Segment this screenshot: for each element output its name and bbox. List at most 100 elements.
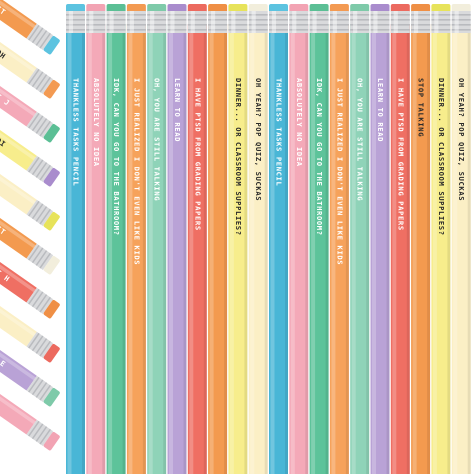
pencil-ferrule xyxy=(26,243,54,270)
tilted-pencil: I J xyxy=(0,59,60,143)
pencil-body xyxy=(0,235,37,303)
pencil-slogan: LEARN TO READ xyxy=(376,78,385,142)
pencil-slogan: DI xyxy=(0,136,8,149)
pencil-ferrule xyxy=(26,111,54,138)
tilted-pencil xyxy=(0,279,60,363)
pencil-ferrule xyxy=(106,11,126,33)
pencil-ferrule xyxy=(289,11,309,33)
pencil-eraser xyxy=(167,4,187,13)
pencil-eraser xyxy=(43,432,60,451)
upright-pencil: DINNER... OR CLASSROOM SUPPLIES? xyxy=(431,4,451,474)
pencil-body xyxy=(0,279,37,347)
pencil-eraser xyxy=(126,4,146,13)
upright-pencil: OH YEAH? POP QUIZ, SUCKAS xyxy=(451,4,471,474)
upright-pencil: OH, YOU ARE STILL TALKING xyxy=(147,4,167,474)
pencil-slogan: THANKLESS TASKS PENCIL xyxy=(275,78,284,186)
pencil-eraser xyxy=(106,4,126,13)
tilted-pencils-group: ST OH I J DI ST I H LE xyxy=(0,0,60,451)
pencil-slogan: I HAVE PTSD FROM GRADING PAPERS xyxy=(396,78,405,231)
upright-pencil: STOP TALKING xyxy=(411,4,431,474)
tilted-pencil: I H xyxy=(0,235,60,319)
pencil-eraser xyxy=(43,300,60,319)
pencil-eraser xyxy=(187,4,207,13)
pencil-ferrule xyxy=(26,375,54,402)
upright-pencil: THANKLESS TASKS PENCIL xyxy=(66,4,85,474)
pencil-eraser xyxy=(43,388,60,407)
pencil-ferrule xyxy=(26,155,54,182)
pencil-eraser xyxy=(43,36,60,55)
pencil-eraser xyxy=(269,4,288,13)
pencil-ferrule xyxy=(350,11,370,33)
pencil-body xyxy=(431,24,451,474)
upright-pencil: I JUST REALIZED I DON'T EVEN LIKE KIDS xyxy=(126,4,146,474)
pencil-body xyxy=(0,0,37,39)
pencil-ferrule xyxy=(248,11,268,33)
pencil-eraser xyxy=(86,4,106,13)
pencil-body xyxy=(0,103,37,171)
pencil-body xyxy=(269,24,288,474)
tilted-pencil: LE xyxy=(0,323,60,407)
pencil-body xyxy=(0,147,37,215)
pencil-slogan: STOP TALKING xyxy=(417,78,426,137)
pencil-slogan: DINNER... OR CLASSROOM SUPPLIES? xyxy=(234,78,243,236)
pencil-body xyxy=(0,323,37,391)
tilted-pencil xyxy=(0,147,60,231)
pencil-body xyxy=(0,191,37,259)
pencil-eraser xyxy=(43,168,60,187)
pencil-slogan: THANKLESS TASKS PENCIL xyxy=(72,78,81,186)
pencil-slogan: ABSOLUTELY NO IDEA xyxy=(295,78,304,167)
pencil-slogan: I J xyxy=(0,92,12,108)
pencil-eraser xyxy=(208,4,228,13)
pencil-slogan: ST xyxy=(0,224,8,237)
pencil-body xyxy=(309,24,329,474)
pencil-slogan: IDK, CAN YOU GO TO THE BATHROOM? xyxy=(315,78,324,236)
upright-pencil: LEARN TO READ xyxy=(370,4,390,474)
pencil-slogan: IDK, CAN YOU GO TO THE BATHROOM? xyxy=(112,78,121,236)
pencil-body xyxy=(0,59,37,127)
pencil-body xyxy=(126,24,146,474)
pencil-eraser xyxy=(248,4,268,13)
pencil-ferrule xyxy=(431,11,451,33)
pencil-eraser xyxy=(43,256,60,275)
pencil-body xyxy=(86,24,106,474)
pencil-body xyxy=(390,24,410,474)
pencil-ferrule xyxy=(26,331,54,358)
pencil-eraser xyxy=(43,80,60,99)
upright-pencil: I HAVE PTSD FROM GRADING PAPERS xyxy=(187,4,207,474)
upright-pencil xyxy=(208,4,228,474)
pencil-ferrule xyxy=(370,11,390,33)
pencil-slogan: I H xyxy=(0,268,12,284)
pencil-eraser xyxy=(431,4,451,13)
pencil-slogan: LE xyxy=(0,356,8,369)
pencil-body xyxy=(0,15,37,83)
pencil-ferrule xyxy=(86,11,106,33)
pencil-slogan: OH, YOU ARE STILL TALKING xyxy=(356,78,365,201)
pencil-eraser xyxy=(43,124,60,143)
pencil-ferrule xyxy=(26,199,54,226)
pencil-eraser xyxy=(43,344,60,363)
pencil-slogan: OH YEAH? POP QUIZ, SUCKAS xyxy=(457,78,466,201)
tilted-pencil: DI xyxy=(0,103,60,187)
tilted-pencil: OH xyxy=(0,15,60,99)
pencil-ferrule xyxy=(26,419,54,446)
pencil-eraser xyxy=(350,4,370,13)
pencil-ferrule xyxy=(187,11,207,33)
upright-pencil: IDK, CAN YOU GO TO THE BATHROOM? xyxy=(106,4,126,474)
upright-pencils-group: THANKLESS TASKS PENCIL ABSOLUTELY NO IDEA… xyxy=(66,4,471,474)
pencil-body xyxy=(0,367,37,435)
upright-pencil: DINNER... OR CLASSROOM SUPPLIES? xyxy=(228,4,248,474)
pencil-slogan: I HAVE PTSD FROM GRADING PAPERS xyxy=(193,78,202,231)
pencil-ferrule xyxy=(26,67,54,94)
pencil-eraser xyxy=(43,212,60,231)
pencil-slogan: I JUST REALIZED I DON'T EVEN LIKE KIDS xyxy=(335,78,344,265)
pencil-eraser xyxy=(411,4,431,13)
upright-pencil: OH YEAH? POP QUIZ, SUCKAS xyxy=(248,4,268,474)
pencil-ferrule xyxy=(126,11,146,33)
pencil-body xyxy=(208,24,228,474)
pencil-body xyxy=(187,24,207,474)
tilted-pencil: ST xyxy=(0,0,60,55)
pencil-slogan: LEARN TO READ xyxy=(173,78,182,142)
pencil-body xyxy=(147,24,167,474)
pencil-body xyxy=(248,24,268,474)
